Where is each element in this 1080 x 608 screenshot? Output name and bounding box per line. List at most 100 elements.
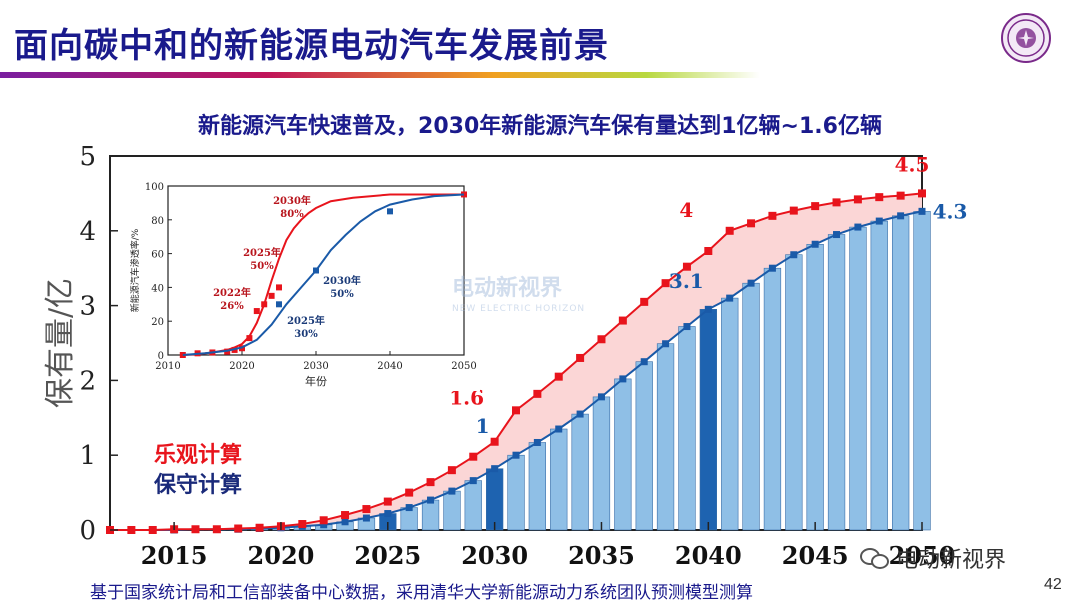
bar-conservative-2028 (443, 490, 461, 531)
x-tick-label-2045: 2045 (782, 541, 849, 570)
marker-optimistic-2019 (255, 523, 264, 532)
marker-optimistic-2017 (212, 525, 221, 534)
y-tick-label-3: 3 (79, 292, 96, 322)
marker-optimistic-2016 (191, 525, 200, 534)
marker-optimistic-2048 (875, 193, 884, 202)
inset-point-conservative-2030 (313, 267, 319, 274)
marker-optimistic-2027 (426, 478, 435, 487)
inset-annotation-value-optimistic-0: 80% (280, 209, 304, 220)
marker-conservative-2035 (597, 393, 605, 401)
marker-optimistic-2024 (362, 505, 371, 514)
bar-conservative-2035 (592, 396, 611, 531)
marker-optimistic-2037 (640, 297, 649, 306)
marker-optimistic-2040 (704, 246, 713, 255)
inset-annotation-value-optimistic-2: 26% (220, 301, 244, 312)
bar-conservative-2041 (721, 297, 739, 531)
inset-y-tick-label-100: 100 (145, 182, 164, 193)
inset-y-tick-label-80: 80 (151, 216, 164, 227)
marker-conservative-2022 (320, 521, 328, 529)
inset-y-axis-label: 新能源汽车渗透率/% (129, 228, 141, 312)
y-tick-label-2: 2 (79, 366, 96, 396)
bar-conservative-2049 (891, 215, 910, 531)
scenario-gap-band (110, 193, 922, 530)
marker-optimistic-2038 (661, 279, 670, 288)
y-tick-label-1: 1 (79, 441, 96, 471)
marker-optimistic-2034 (576, 353, 585, 362)
inset-point-optimistic-2023 (261, 301, 268, 308)
marker-optimistic-2021 (298, 520, 307, 529)
marker-conservative-2048 (875, 217, 883, 225)
marker-optimistic-2044 (789, 206, 798, 215)
inset-background (128, 164, 480, 391)
bar-conservative-2047 (849, 226, 867, 531)
marker-optimistic-2025 (383, 497, 392, 506)
inset-x-tick-label-2010: 2010 (155, 361, 180, 372)
y-tick-label-5: 5 (79, 142, 96, 172)
marker-optimistic-2045 (811, 202, 820, 211)
inset-x-axis-label: 年份 (305, 374, 327, 388)
bar-conservative-2050 (913, 211, 931, 531)
marker-optimistic-2023 (341, 511, 350, 520)
wechat-watermark: 电动新视界 (860, 542, 1006, 574)
bar-conservative-2040 (699, 308, 718, 531)
marker-optimistic-2031 (512, 406, 520, 415)
marker-optimistic-2042 (747, 219, 756, 228)
y-tick-label-4: 4 (79, 217, 96, 247)
source-footnote: 基于国家统计局和工信部装备中心数据，采用清华大学新能源动力系统团队预测模型测算 (90, 583, 753, 603)
inset-point-optimistic-2050 (461, 191, 467, 198)
inset-x-tick-label-2040: 2040 (377, 361, 402, 372)
x-tick-label-2035: 2035 (568, 541, 635, 570)
marker-conservative-2030 (491, 465, 499, 473)
bar-conservative-2029 (464, 480, 482, 531)
marker-conservative-2038 (662, 340, 670, 348)
university-seal-icon (1001, 13, 1051, 63)
marker-optimistic-2050 (918, 189, 926, 198)
marker-conservative-2025 (384, 510, 392, 518)
marker-optimistic-2036 (618, 316, 627, 325)
inset-point-optimistic-2025 (276, 284, 282, 291)
marker-optimistic-2039 (682, 262, 691, 271)
marker-conservative-2023 (341, 518, 349, 526)
bar-conservative-2033 (550, 428, 568, 531)
marker-optimistic-2014 (148, 526, 157, 534)
marker-optimistic-2049 (896, 191, 905, 200)
inset-point-optimistic-2022 (253, 308, 260, 315)
bar-conservative-2027 (421, 499, 440, 531)
bar-conservative-2037 (635, 361, 653, 531)
bar-conservative-2048 (870, 220, 888, 531)
x-tick-label-2015: 2015 (141, 541, 208, 570)
inset-annotation-value-conservative-3: 50% (330, 289, 354, 300)
marker-optimistic-2029 (469, 452, 478, 461)
bar-conservative-2043 (763, 267, 782, 531)
x-tick-label-2040: 2040 (675, 541, 742, 570)
inset-annotation-year-conservative-3: 2030年 (323, 274, 361, 287)
marker-optimistic-2030 (490, 437, 499, 446)
marker-optimistic-2022 (319, 516, 328, 525)
legend-optimistic: 乐观计算 (154, 442, 242, 468)
inset-y-tick-label-0: 0 (158, 351, 164, 362)
title-underline (0, 72, 760, 78)
marker-conservative-2034 (576, 410, 584, 418)
inset-annotation-year-optimistic-0: 2030年 (273, 194, 311, 207)
x-tick-label-2050: 2050 (889, 541, 956, 570)
marker-optimistic-2032 (533, 389, 542, 398)
marker-optimistic-2043 (768, 211, 777, 220)
marker-conservative-2046 (833, 231, 841, 239)
inset-point-conservative-2025 (276, 301, 282, 308)
x-tick-label-2030: 2030 (461, 541, 528, 570)
marker-optimistic-2041 (725, 226, 734, 235)
y-axis-label: 保有量/亿 (43, 278, 78, 408)
inset-curve-conservative (182, 193, 465, 356)
marker-conservative-2047 (854, 223, 862, 231)
inset-annotation-year-optimistic-1: 2025年 (243, 246, 281, 259)
data-label-optimistic-2050: 4.5 (895, 152, 930, 176)
watermark-text: 电动新视界 (896, 548, 1007, 573)
bar-conservative-2045 (806, 244, 824, 531)
inset-point-optimistic-2021 (246, 335, 253, 342)
inset-point-optimistic-2024 (268, 292, 275, 299)
marker-conservative-2041 (726, 294, 734, 302)
marker-optimistic-2033 (554, 372, 563, 381)
x-tick-label-2025: 2025 (354, 541, 421, 570)
data-label-conservative-2030: 1 (476, 414, 490, 438)
